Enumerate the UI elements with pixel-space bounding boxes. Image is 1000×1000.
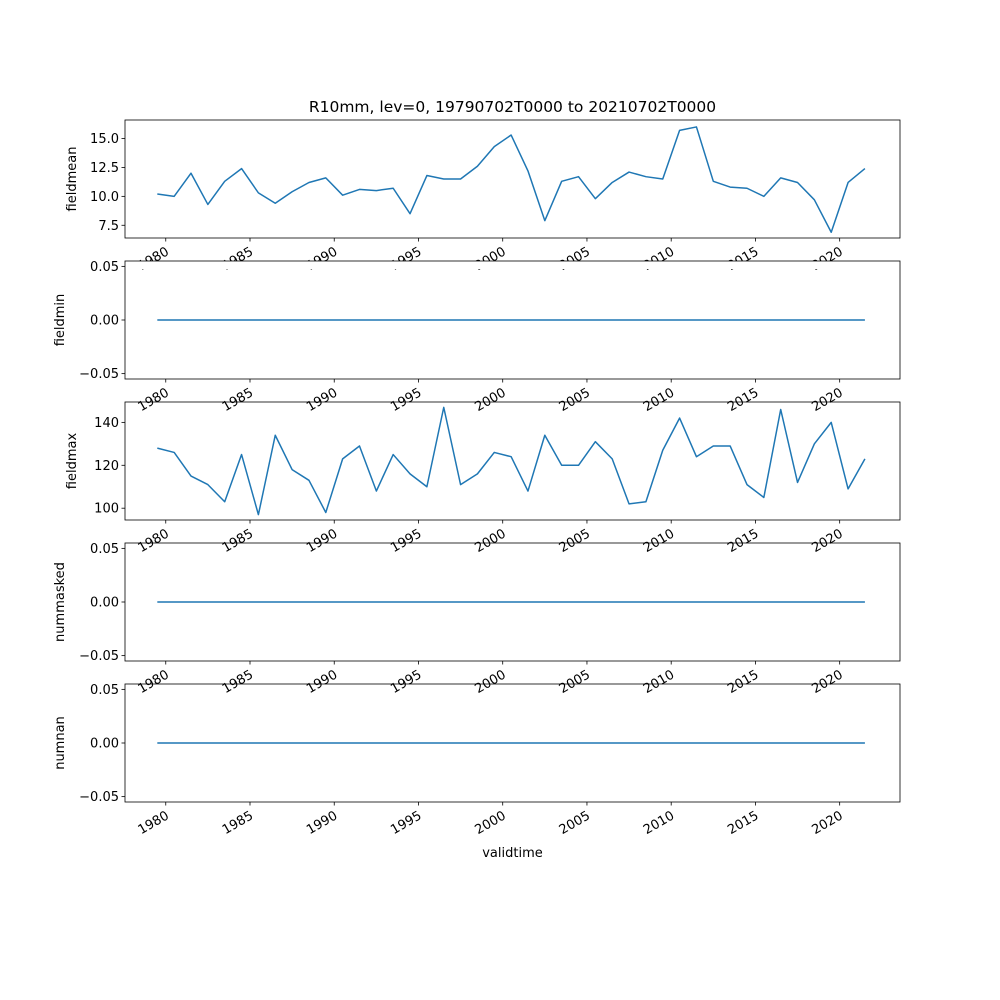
y-tick-label: 0.05	[90, 260, 119, 275]
subplot-numnan: −0.05 0.00 0.05 1980 1985 1990 1995 2000 2005 201…	[53, 683, 901, 861]
x-tick-label: 1990	[304, 526, 340, 556]
x-tick-label: 1995	[388, 526, 424, 556]
x-tick-label: 1980	[136, 526, 172, 556]
x-tick-label: 1990	[304, 385, 340, 415]
x-tick-label: 2015	[725, 808, 761, 838]
x-tick-label: 2015	[725, 667, 761, 697]
series-line-fieldmean	[157, 126, 866, 233]
y-tick-label: 140	[94, 416, 119, 431]
x-tick-label: 2020	[810, 526, 846, 556]
axes-background	[125, 261, 900, 269]
x-tick-label: 2010	[641, 385, 677, 415]
x-tick-label: 2020	[810, 808, 846, 838]
y-tick-label: 100	[94, 502, 119, 517]
y-tick-label: −0.05	[79, 790, 119, 805]
y-tick-label: 120	[94, 459, 119, 474]
y-tick-label: 7.5	[98, 219, 119, 234]
subplot-nummasked: −0.05 0.00 0.05 1980 1985 1990 1995 2000 2005 201…	[53, 542, 901, 697]
x-tick-label: 2010	[641, 244, 677, 274]
x-tick-label: 1990	[304, 667, 340, 697]
x-tick-label: 2000	[473, 244, 509, 274]
y-tick-label: 0.05	[90, 683, 119, 698]
x-tick-label: 2005	[557, 808, 593, 838]
x-tick-label: 2000	[473, 526, 509, 556]
x-tick-label: 2000	[473, 667, 509, 697]
y-tick-label: 15.0	[90, 132, 119, 147]
y-axis-label: fieldmin	[53, 294, 68, 347]
x-tick-label: 1990	[304, 808, 340, 838]
x-tick-label: 2020	[810, 244, 846, 274]
x-tick-label: 1995	[388, 385, 424, 415]
x-tick-label: 2010	[641, 667, 677, 697]
y-tick-label: 0.00	[90, 737, 119, 752]
x-tick-label: 2005	[557, 244, 593, 274]
y-tick-label: −0.05	[79, 649, 119, 664]
subplot-fieldmin: −0.05 0.00 0.05 1980 1985 1990 1995 2000 2005 201…	[53, 260, 901, 415]
axes-background	[125, 402, 900, 410]
x-tick-label: 2005	[557, 667, 593, 697]
x-tick-label: 2000	[473, 385, 509, 415]
y-tick-label: 0.00	[90, 596, 119, 611]
axes-frame	[124, 119, 901, 239]
y-tick-label: 12.5	[90, 161, 119, 176]
y-axis-label: numnan	[53, 716, 68, 770]
x-tick-label: 1995	[388, 667, 424, 697]
x-tick-label: 1990	[304, 244, 340, 274]
series-line-fieldmax	[157, 406, 866, 516]
y-tick-label: 0.00	[90, 314, 119, 329]
x-tick-label: 1985	[220, 526, 256, 556]
x-tick-label: 1995	[388, 244, 424, 274]
x-tick-label: 1980	[136, 244, 172, 274]
y-axis-label: fieldmax	[65, 433, 80, 490]
subplot-fieldmax: 100 120 140 1980 1985 1990 1995 2000 2005 2010 201…	[65, 401, 901, 556]
y-axis-label: fieldmean	[65, 147, 80, 212]
y-tick-label: 0.05	[90, 542, 119, 557]
x-tick-label: 2015	[725, 244, 761, 274]
x-tick-label: 2005	[557, 526, 593, 556]
y-tick-label: −0.05	[79, 367, 119, 382]
x-tick-label: 2015	[725, 526, 761, 556]
x-tick-label: 2020	[810, 667, 846, 697]
x-tick-label: 2015	[725, 385, 761, 415]
x-tick-label: 1985	[220, 667, 256, 697]
x-tick-label: 2020	[810, 385, 846, 415]
x-tick-label: 1995	[388, 808, 424, 838]
axes-background	[125, 684, 900, 692]
x-tick-label: 2010	[641, 808, 677, 838]
x-tick-label: 1985	[220, 385, 256, 415]
y-tick-label: 10.0	[90, 190, 119, 205]
axes-background	[125, 543, 900, 551]
axes-frame	[124, 401, 901, 521]
x-tick-label: 2010	[641, 526, 677, 556]
subplot-fieldmean: 7.5 10.0 12.5 15.0 1980 1985 1990 1995 2000 2005 2…	[65, 98, 901, 274]
x-tick-label: 1980	[136, 667, 172, 697]
chart-title: R10mm, lev=0, 19790702T0000 to 20210702T…	[309, 98, 716, 116]
x-tick-label: 1980	[136, 808, 172, 838]
y-axis-label: nummasked	[53, 562, 68, 642]
x-tick-label: 2000	[473, 808, 509, 838]
x-tick-label: 2005	[557, 385, 593, 415]
x-tick-label: 1985	[220, 808, 256, 838]
x-tick-label: 1985	[220, 244, 256, 274]
x-tick-label: 1980	[136, 385, 172, 415]
x-axis-label: validtime	[482, 846, 543, 861]
